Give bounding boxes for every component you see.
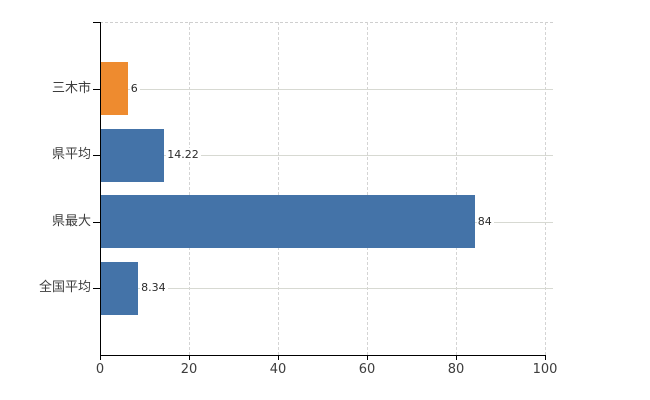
horizontal-gridline: [100, 155, 553, 157]
bar-value-label: 8.34: [140, 281, 168, 295]
y-axis-top-tick: [93, 22, 100, 23]
category-label: 三木市: [51, 80, 91, 96]
bar-value-label: 14.22: [166, 148, 201, 162]
x-tick-label: 0: [95, 362, 105, 377]
y-axis-line: [100, 22, 101, 355]
bar: [101, 195, 475, 249]
x-tick-label: 60: [358, 362, 376, 377]
category-label: 県最大: [51, 213, 91, 229]
horizontal-gridline: [100, 288, 553, 290]
y-axis-tick: [93, 288, 100, 290]
plot-top-border: [100, 22, 553, 23]
vertical-gridline: [456, 22, 457, 355]
y-axis-tick: [93, 88, 100, 90]
bar: [101, 62, 128, 116]
x-tick-label: 40: [269, 362, 287, 377]
x-axis-tick: [456, 355, 457, 360]
bar: [101, 128, 165, 182]
category-label: 全国平均: [38, 280, 91, 296]
bar-value-label: 84: [476, 214, 494, 228]
y-axis-tick: [93, 221, 100, 223]
x-tick-label: 20: [180, 362, 198, 377]
x-tick-label: 100: [532, 362, 558, 377]
x-axis-line: [100, 355, 545, 356]
x-axis-tick: [367, 355, 368, 360]
y-axis-tick: [93, 155, 100, 157]
category-label: 県平均: [51, 147, 91, 163]
bar-value-label: 6: [129, 81, 140, 95]
horizontal-gridline: [100, 88, 553, 90]
x-axis-tick: [189, 355, 190, 360]
bar: [101, 261, 139, 315]
vertical-gridline: [278, 22, 279, 355]
vertical-gridline: [189, 22, 190, 355]
x-axis-tick: [100, 355, 101, 360]
vertical-gridline: [545, 22, 546, 355]
vertical-gridline: [367, 22, 368, 355]
x-axis-tick: [278, 355, 279, 360]
x-axis-tick: [545, 355, 546, 360]
x-tick-label: 80: [447, 362, 465, 377]
